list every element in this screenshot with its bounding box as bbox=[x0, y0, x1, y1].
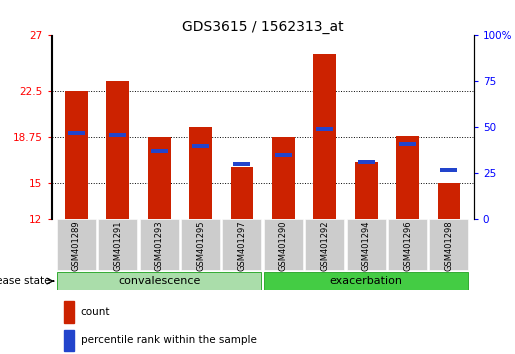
Bar bbox=[189, 127, 212, 219]
Bar bbox=[98, 219, 137, 270]
Bar bbox=[233, 162, 250, 166]
Bar bbox=[57, 272, 262, 290]
Bar bbox=[272, 137, 295, 219]
Bar bbox=[430, 219, 469, 270]
Bar bbox=[357, 160, 375, 165]
Text: exacerbation: exacerbation bbox=[330, 276, 403, 286]
Bar bbox=[192, 144, 209, 148]
Bar bbox=[388, 219, 427, 270]
Bar bbox=[399, 142, 416, 146]
Bar bbox=[264, 219, 303, 270]
Bar bbox=[396, 136, 419, 219]
Bar bbox=[313, 54, 336, 219]
Bar bbox=[65, 91, 88, 219]
Title: GDS3615 / 1562313_at: GDS3615 / 1562313_at bbox=[182, 21, 344, 34]
Text: convalescence: convalescence bbox=[118, 276, 200, 286]
Text: GSM401295: GSM401295 bbox=[196, 220, 205, 271]
Text: count: count bbox=[81, 307, 110, 317]
Bar bbox=[347, 219, 386, 270]
Text: GSM401296: GSM401296 bbox=[403, 220, 412, 271]
Bar bbox=[264, 272, 469, 290]
Bar bbox=[440, 168, 457, 172]
Text: GSM401291: GSM401291 bbox=[113, 220, 122, 271]
Bar bbox=[57, 219, 96, 270]
Bar bbox=[305, 219, 344, 270]
Bar bbox=[68, 131, 85, 135]
Bar bbox=[150, 149, 168, 153]
Text: percentile rank within the sample: percentile rank within the sample bbox=[81, 335, 256, 346]
Text: GSM401289: GSM401289 bbox=[72, 220, 81, 271]
Text: GSM401290: GSM401290 bbox=[279, 220, 288, 271]
Text: GSM401292: GSM401292 bbox=[320, 220, 329, 271]
Bar bbox=[438, 183, 460, 219]
Bar bbox=[355, 162, 377, 219]
Bar bbox=[148, 137, 170, 219]
Bar bbox=[316, 127, 333, 131]
Bar bbox=[181, 219, 220, 270]
Text: GSM401297: GSM401297 bbox=[237, 220, 247, 271]
Text: disease state: disease state bbox=[0, 276, 50, 286]
Bar bbox=[109, 133, 126, 137]
Bar bbox=[64, 301, 74, 323]
Bar bbox=[222, 219, 262, 270]
Text: GSM401293: GSM401293 bbox=[154, 220, 164, 271]
Bar bbox=[64, 330, 74, 351]
Bar bbox=[107, 81, 129, 219]
Bar bbox=[231, 167, 253, 219]
Bar bbox=[275, 153, 292, 157]
Bar bbox=[140, 219, 179, 270]
Text: GSM401298: GSM401298 bbox=[444, 220, 454, 271]
Text: GSM401294: GSM401294 bbox=[362, 220, 371, 271]
